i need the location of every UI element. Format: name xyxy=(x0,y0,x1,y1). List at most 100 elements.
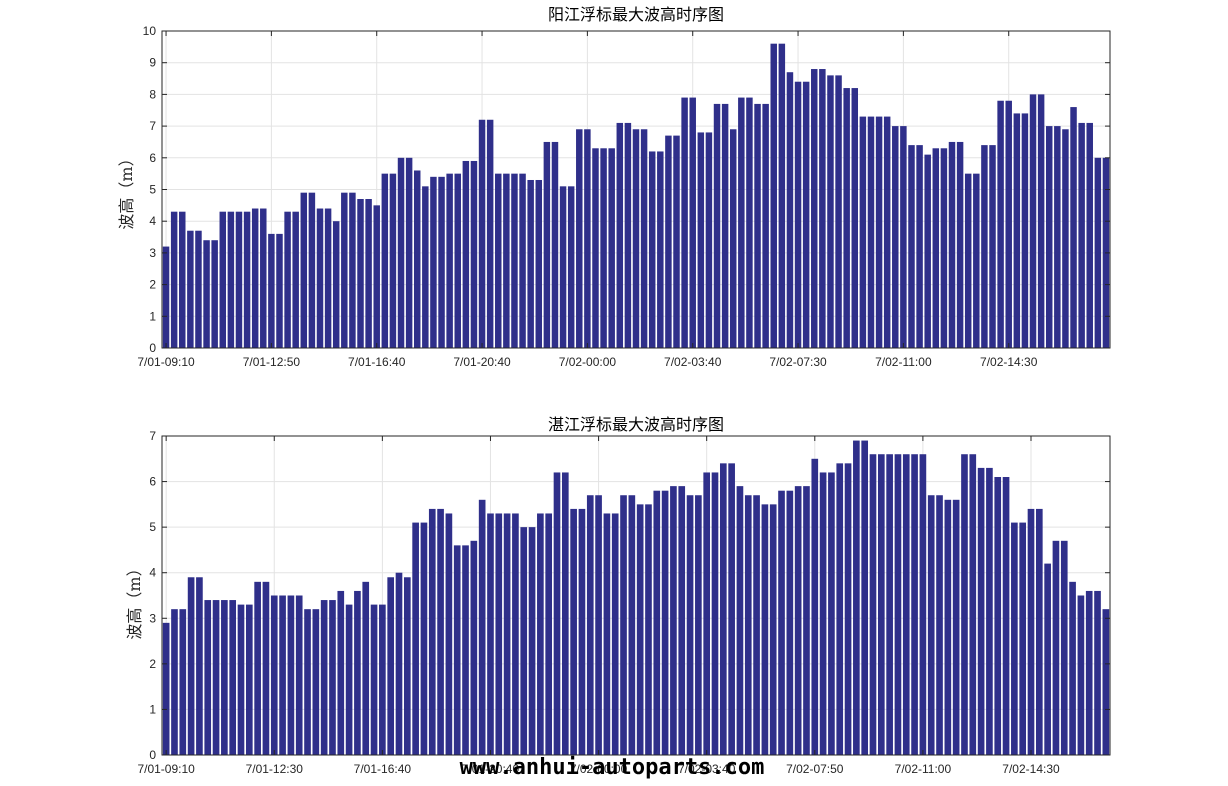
bar xyxy=(628,495,636,755)
bar xyxy=(462,545,469,755)
bar xyxy=(373,205,380,348)
y-axis-label: 波高（m） xyxy=(117,150,136,229)
bar xyxy=(486,119,494,348)
bar xyxy=(1069,581,1076,755)
x-tick-label: 7/01-09:10 xyxy=(137,355,195,369)
x-tick-label: 7/02-03:40 xyxy=(664,355,722,369)
x-tick-label: 7/02-07:50 xyxy=(786,762,844,776)
bar xyxy=(661,490,669,755)
bar xyxy=(245,604,253,755)
bar xyxy=(867,116,875,348)
y-tick-label: 0 xyxy=(149,341,156,355)
bar xyxy=(221,600,228,755)
bar xyxy=(586,495,594,755)
bar xyxy=(769,504,777,755)
yangjiang-chart: 阳江浮标最大波高时序图 波高（m） 0 1 2 3 4 5 6 7 8 9 10 7/01-09:10… xyxy=(117,5,1111,369)
x-tick-label: 7/02-00:00 xyxy=(570,762,628,776)
bar xyxy=(212,600,220,755)
bar xyxy=(986,467,993,755)
bar xyxy=(608,148,615,348)
bar xyxy=(916,145,923,348)
bar xyxy=(543,141,551,348)
bar xyxy=(420,522,428,755)
bar xyxy=(251,208,259,348)
bar xyxy=(1078,122,1085,349)
bar xyxy=(981,145,988,348)
bar xyxy=(187,577,195,755)
x-tick-label: 7/02-00:00 xyxy=(559,355,617,369)
bar xyxy=(681,97,688,348)
bar xyxy=(973,173,980,348)
y-tick-label: 9 xyxy=(149,56,156,70)
bar xyxy=(171,609,178,755)
x-tick-label: 7/01-16:40 xyxy=(348,355,406,369)
bar xyxy=(908,145,915,348)
x-tick-label: 7/02-14:30 xyxy=(1002,762,1060,776)
x-tick-label: 7/01-20:40 xyxy=(453,355,511,369)
bar xyxy=(728,463,735,755)
bar xyxy=(940,148,948,348)
bar xyxy=(570,508,577,755)
bar xyxy=(316,208,324,348)
axes-box xyxy=(161,435,1111,756)
bar xyxy=(254,581,261,755)
bar xyxy=(948,141,956,348)
bar xyxy=(883,116,891,348)
bar xyxy=(446,173,453,348)
bar xyxy=(528,527,536,755)
bar xyxy=(561,472,569,755)
bar xyxy=(268,233,275,348)
bar xyxy=(520,527,528,755)
bar xyxy=(754,103,761,348)
bar xyxy=(329,600,336,755)
bar xyxy=(320,600,328,755)
bar xyxy=(835,75,842,348)
bar xyxy=(453,545,461,755)
bar xyxy=(559,186,567,348)
y-tick-label: 7 xyxy=(149,429,156,443)
bar xyxy=(551,141,559,348)
bar xyxy=(567,186,575,348)
bar xyxy=(203,240,210,348)
bar xyxy=(503,173,510,348)
bar xyxy=(869,454,877,755)
bar xyxy=(843,88,850,348)
bar xyxy=(454,173,461,348)
bar xyxy=(616,122,624,349)
bar xyxy=(969,454,977,755)
bar xyxy=(736,486,744,755)
bar xyxy=(553,472,561,755)
bar xyxy=(648,151,656,348)
bar xyxy=(324,208,332,348)
chart-title: 阳江浮标最大波高时序图 xyxy=(548,5,724,24)
bar xyxy=(462,160,470,348)
x-tick-label: 7/01-12:50 xyxy=(243,355,301,369)
bar xyxy=(413,170,421,348)
bar xyxy=(422,186,429,348)
bar xyxy=(653,490,661,755)
y-tick-label: 5 xyxy=(149,520,156,534)
bar xyxy=(592,148,599,348)
bar xyxy=(703,472,711,755)
bar xyxy=(689,97,696,348)
bar xyxy=(786,490,794,755)
x-tick-label: 7/02-11:00 xyxy=(875,355,932,369)
bar xyxy=(911,454,918,755)
bar xyxy=(1086,122,1093,349)
bar xyxy=(349,192,356,348)
bar xyxy=(859,116,867,348)
bar xyxy=(836,463,844,755)
bar xyxy=(645,504,652,755)
y-tick-label: 3 xyxy=(149,611,156,625)
y-tick-label: 2 xyxy=(149,657,156,671)
bar xyxy=(794,81,802,348)
bar xyxy=(430,176,437,348)
bar xyxy=(900,126,907,348)
bar xyxy=(695,495,702,755)
bar xyxy=(886,454,893,755)
bar xyxy=(665,135,672,348)
bar xyxy=(875,116,883,348)
bar xyxy=(892,126,899,348)
bar xyxy=(611,513,619,755)
bar xyxy=(389,173,397,348)
